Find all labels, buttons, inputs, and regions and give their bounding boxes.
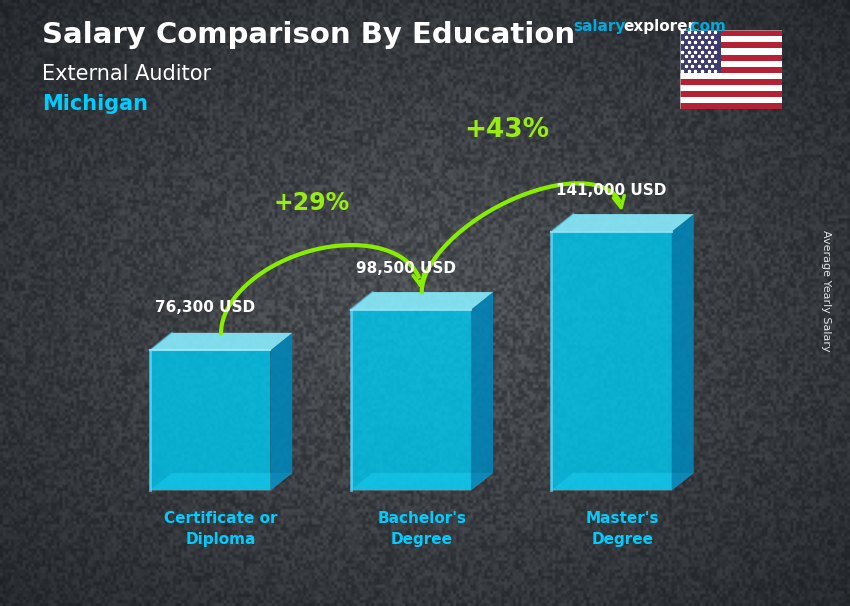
Text: +29%: +29% — [273, 191, 349, 215]
Bar — [680, 61, 782, 67]
Text: Certificate or
Diploma: Certificate or Diploma — [164, 511, 278, 547]
Bar — [680, 55, 782, 61]
Text: External Auditor: External Auditor — [42, 64, 212, 84]
Bar — [680, 42, 782, 48]
Bar — [680, 91, 782, 97]
Polygon shape — [150, 333, 292, 350]
Bar — [680, 67, 782, 73]
Text: 141,000 USD: 141,000 USD — [556, 183, 666, 198]
Bar — [680, 48, 782, 55]
Bar — [680, 85, 782, 91]
Text: 98,500 USD: 98,500 USD — [355, 261, 456, 276]
Text: 76,300 USD: 76,300 USD — [155, 300, 255, 315]
Text: Bachelor's
Degree: Bachelor's Degree — [377, 511, 467, 547]
Text: salary: salary — [574, 19, 626, 35]
Bar — [680, 79, 782, 85]
Bar — [680, 73, 782, 79]
Bar — [680, 30, 721, 73]
Text: Michigan: Michigan — [42, 94, 149, 114]
Text: Average Yearly Salary: Average Yearly Salary — [821, 230, 831, 351]
Polygon shape — [551, 473, 694, 490]
Polygon shape — [471, 292, 493, 490]
Bar — [680, 36, 782, 42]
Polygon shape — [150, 350, 270, 490]
Polygon shape — [350, 292, 493, 310]
Bar — [680, 30, 782, 36]
Text: +43%: +43% — [464, 118, 550, 144]
Polygon shape — [270, 333, 292, 490]
Polygon shape — [150, 473, 292, 490]
Text: explorer: explorer — [623, 19, 695, 35]
Text: Salary Comparison By Education: Salary Comparison By Education — [42, 21, 575, 49]
Polygon shape — [551, 231, 672, 490]
Polygon shape — [672, 214, 694, 490]
Polygon shape — [350, 473, 493, 490]
Polygon shape — [551, 214, 694, 231]
Bar — [680, 103, 782, 109]
Polygon shape — [350, 310, 471, 490]
Text: .com: .com — [685, 19, 726, 35]
Bar — [680, 97, 782, 103]
Text: Master's
Degree: Master's Degree — [586, 511, 660, 547]
